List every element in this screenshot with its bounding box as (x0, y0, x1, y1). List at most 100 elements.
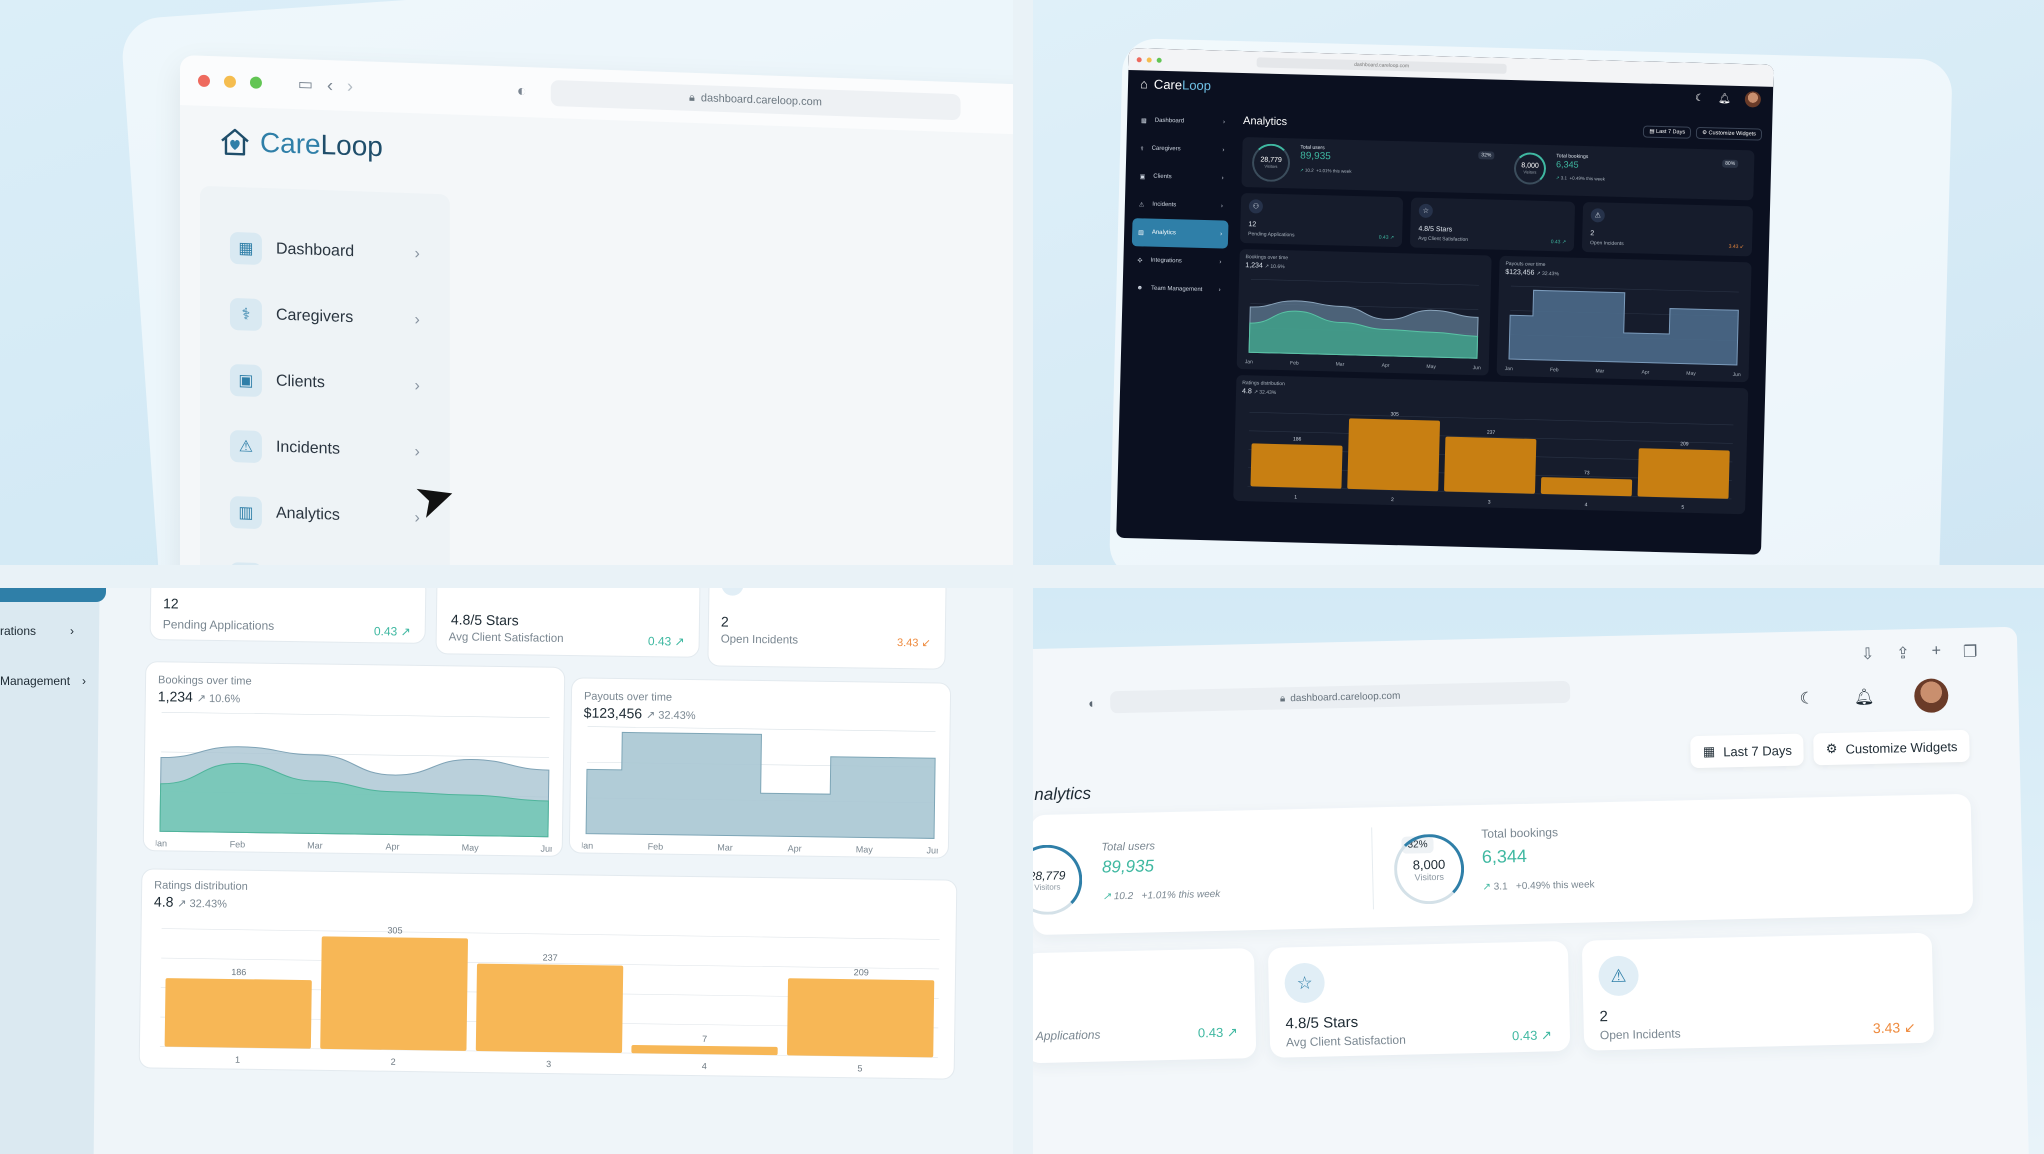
sidebar-item-clients[interactable]: ▣ Clients › (1133, 162, 1230, 193)
new-tab-icon[interactable]: + (1931, 642, 1942, 660)
x-tick-label: May (1686, 371, 1696, 377)
totals-card: 28,779 Visitors Total users 89,935 ↗ 10.… (1033, 793, 1974, 936)
panel-stats-closeup: ⇩ ⇪ + ❐ ◐ 🔒︎ dashboard.careloop.com ☾ 🔔︎ … (1033, 588, 2044, 1154)
pending-label: Pending Applications (1248, 231, 1295, 239)
satisfaction-card: ☆ 4.8/5 Stars Avg Client Satisfaction 0.… (1267, 940, 1571, 1058)
trend-up-icon: ↗ (1389, 234, 1395, 242)
url-text: dashboard.careloop.com (1290, 690, 1401, 704)
grid-icon: ▦ (1141, 117, 1147, 124)
avatar[interactable] (1744, 91, 1762, 108)
bookings-area-chart: Jan Feb Mar Apr May Jun (1245, 278, 1481, 371)
bar-value-label: 186 (231, 967, 246, 977)
sidebar-item-team-management[interactable]: ☻ Team Management › (1130, 274, 1227, 305)
users-delta: 10.2 (1113, 890, 1134, 903)
address-bar[interactable]: 🔒︎ dashboard.careloop.com (550, 79, 961, 121)
trend-up-icon: ↗ (1102, 891, 1112, 903)
bookings-ring: 8,000 Visitors (1393, 833, 1465, 905)
chevron-right-icon: › (1222, 147, 1225, 154)
total-bookings-block: Total bookings 6,344 ↗ 3.1 +0.49% this w… (1481, 824, 1595, 893)
sidebar-item-label: Team Management (1150, 285, 1203, 294)
address-bar[interactable]: dashboard.careloop.com (1256, 57, 1507, 74)
close-dot[interactable] (1136, 56, 1142, 62)
divider (1371, 827, 1374, 910)
bar-value-label: 305 (1390, 411, 1399, 417)
back-icon[interactable]: ‹ (327, 74, 334, 95)
ratings-chart-value: 4.8 (153, 893, 174, 910)
people-icon: ⚇ (1248, 199, 1264, 214)
x-tick-label: Jun (1473, 365, 1481, 371)
avatar[interactable] (1913, 678, 1949, 714)
bookings-chart-title: Bookings over time (1245, 254, 1289, 262)
minimize-dot[interactable] (223, 75, 236, 88)
x-tick-label: Jun (927, 845, 940, 855)
bookings-delta: 3.1 (1493, 881, 1508, 893)
sidebar-item-integrations[interactable]: ✣ Integrations › (1131, 246, 1228, 277)
users-ring: 28,779 Visitors (1251, 143, 1291, 183)
x-tick-label: Jan (1505, 366, 1513, 372)
bookings-chart-delta: 10.6% (208, 692, 241, 706)
users-ring-label: Visitors (1264, 163, 1278, 169)
sidebar-item-label: Management (0, 674, 71, 688)
date-range-button[interactable]: ▤ Last 7 Days (1643, 125, 1692, 139)
users-week: +1.01% this week (1316, 167, 1352, 174)
customize-widgets-button[interactable]: ⚙ Customize Widgets (1695, 126, 1763, 141)
zoom-dot[interactable] (1156, 57, 1162, 63)
x-tick-label: 2 (391, 1057, 396, 1067)
bar-value-label: 209 (1680, 441, 1689, 447)
minimize-dot[interactable] (1146, 56, 1152, 63)
bell-icon[interactable]: 🔔︎ (1853, 688, 1875, 707)
logo-text[interactable]: CareLoop (1154, 76, 1211, 92)
share-icon[interactable]: ⇪ (1896, 645, 1910, 663)
incidents-value: 2 (1599, 1008, 1609, 1026)
sidebar-item-dashboard[interactable]: ▦ Dashboard › (1135, 106, 1232, 137)
careloop-logo[interactable]: CareLoop (180, 105, 1013, 188)
sidebar-item-integrations[interactable]: rations › (0, 624, 74, 638)
zoom-dot[interactable] (249, 76, 262, 89)
total-bookings-value: 6,345 (1555, 159, 1579, 170)
sidebar-item-label: Clients (1153, 173, 1172, 181)
total-users-value: 89,935 (1300, 150, 1331, 163)
x-tick-label: Mar (717, 842, 733, 852)
bar (1444, 436, 1537, 494)
pending-delta: 0.43 (1197, 1024, 1224, 1041)
sidebar-item-team-management[interactable]: Management › (0, 674, 86, 688)
sidebar-item-dashboard[interactable]: ▦ Dashboard › (229, 215, 450, 289)
gridline (1510, 285, 1739, 293)
payouts-chart-title: Payouts over time (1505, 260, 1546, 268)
chevron-right-icon: › (414, 443, 420, 461)
sidebar-item-incidents[interactable]: ⚠ Incidents › (1133, 190, 1230, 221)
payouts-area-chart: Jan Feb Mar Apr May Jun (582, 726, 940, 855)
tabs-overview-icon[interactable]: ❐ (1962, 643, 1978, 661)
incidents-delta: 3.43 (1872, 1019, 1901, 1037)
users-week: +1.01% this week (1141, 888, 1221, 902)
address-bar[interactable]: 🔒︎ dashboard.careloop.com (1109, 680, 1571, 714)
x-tick-label: Apr (1642, 370, 1650, 376)
briefcase-icon: ▣ (229, 363, 262, 398)
satisfaction-label: Avg Client Satisfaction (448, 631, 564, 645)
bell-icon[interactable]: 🔔︎ (1718, 92, 1732, 105)
x-tick-label: Apr (788, 843, 802, 853)
forward-icon[interactable]: › (347, 75, 354, 96)
chevron-right-icon: › (1223, 119, 1226, 126)
sidebar-item-analytics[interactable]: ▥ Analytics › (1131, 218, 1229, 249)
moon-icon[interactable]: ☾ (1695, 92, 1705, 104)
lock-icon: 🔒︎ (689, 91, 695, 104)
trend-down-icon: ↙ (1903, 1019, 1916, 1036)
total-users-block: Total users 89,935 ↗ 10.2 +1.01% this we… (1300, 145, 1352, 175)
download-icon[interactable]: ⇩ (1860, 645, 1875, 664)
sidebar-item-caregivers[interactable]: ⚕ Caregivers › (1134, 134, 1231, 165)
chevron-right-icon: › (414, 245, 420, 263)
sidebar-item-caregivers[interactable]: ⚕ Caregivers › (229, 281, 450, 355)
sidebar-item-clients[interactable]: ▣ Clients › (229, 347, 450, 421)
star-icon: ☆ (1418, 203, 1434, 219)
x-tick-label: 5 (857, 1063, 862, 1073)
moon-icon[interactable]: ☾ (1799, 690, 1815, 708)
x-tick-label: May (1426, 364, 1436, 370)
sidebar-toggle-icon[interactable]: ▭ (297, 76, 314, 94)
close-dot[interactable] (197, 74, 210, 88)
bookings-area-chart: Jan Feb Mar Apr May Jun (156, 712, 554, 854)
satisfaction-value: 4.8/5 Stars (1418, 225, 1453, 234)
date-range-button[interactable]: ▦ Last 7 Days (1690, 733, 1805, 769)
sidebar-item-label: Incidents (275, 438, 340, 458)
customize-widgets-button[interactable]: ⚙ Customize Widgets (1813, 729, 1970, 766)
